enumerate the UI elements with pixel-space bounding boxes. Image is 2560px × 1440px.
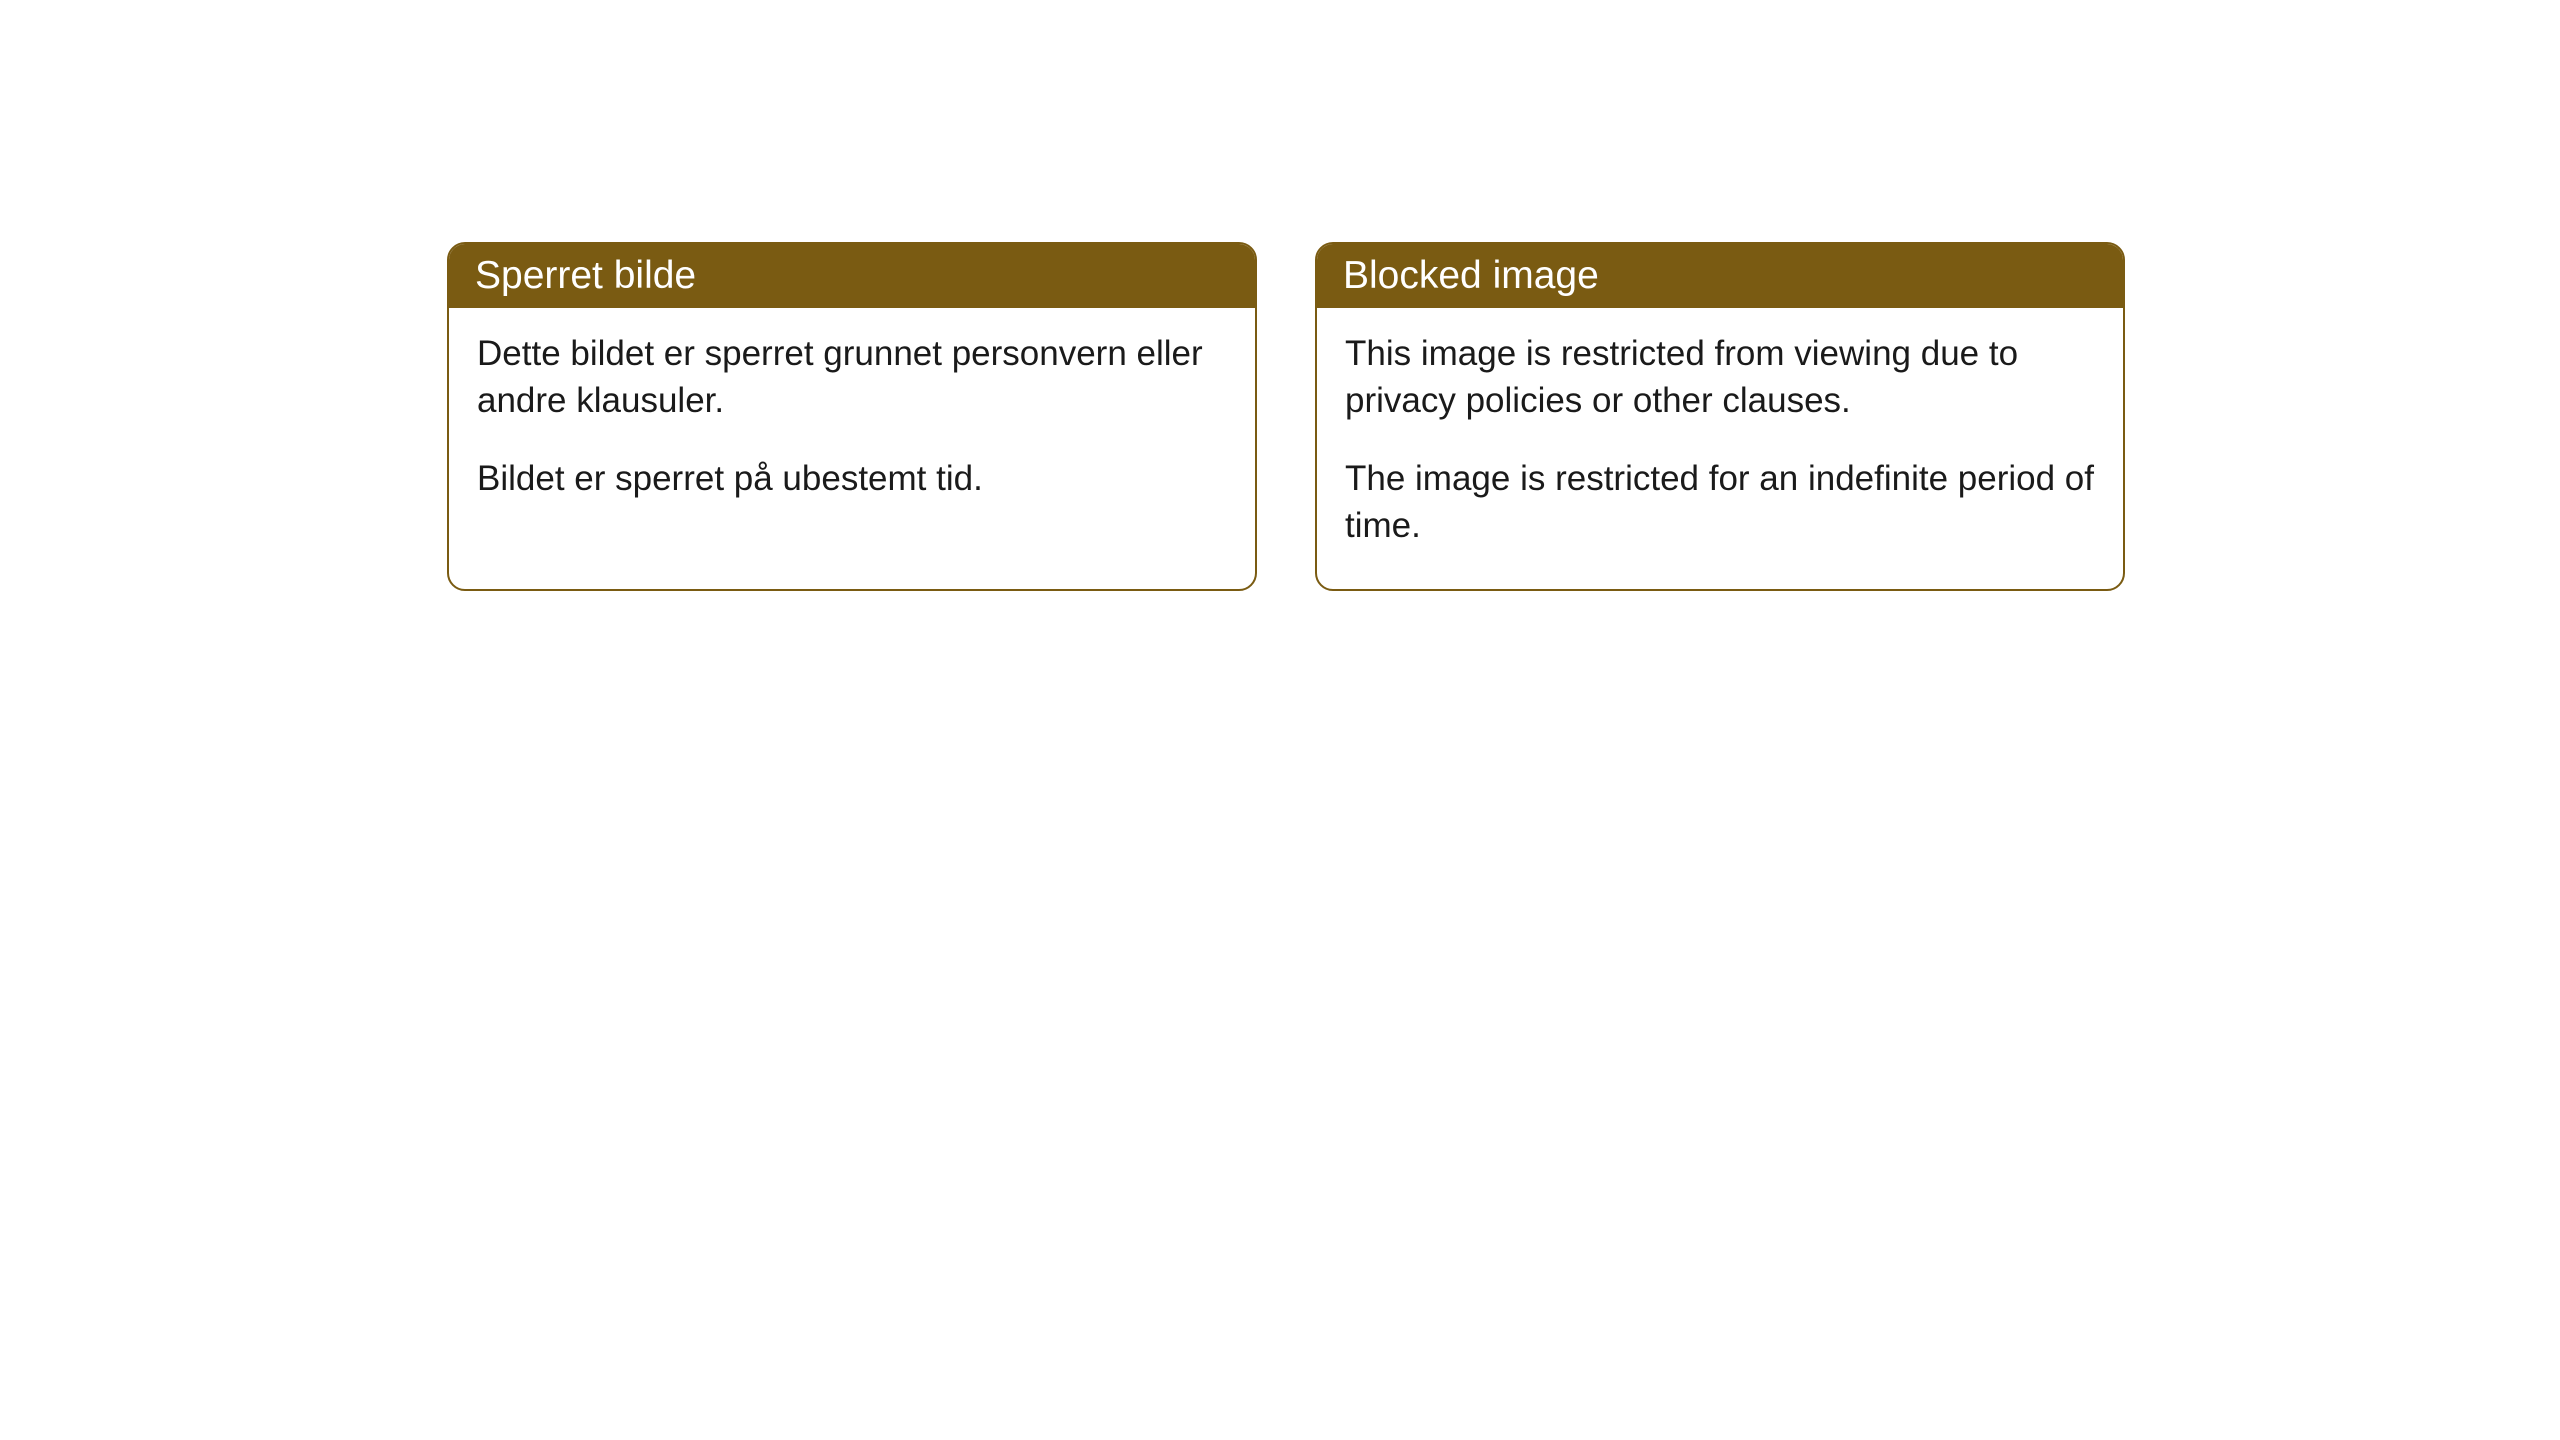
card-title-norwegian: Sperret bilde	[475, 254, 696, 297]
card-paragraph-2-english: The image is restricted for an indefinit…	[1345, 455, 2095, 550]
card-body-norwegian: Dette bildet er sperret grunnet personve…	[449, 308, 1255, 542]
card-paragraph-1-norwegian: Dette bildet er sperret grunnet personve…	[477, 330, 1227, 425]
card-body-english: This image is restricted from viewing du…	[1317, 308, 2123, 589]
card-header-english: Blocked image	[1317, 244, 2123, 308]
card-header-norwegian: Sperret bilde	[449, 244, 1255, 308]
blocked-image-card-english: Blocked image This image is restricted f…	[1315, 242, 2125, 591]
card-title-english: Blocked image	[1343, 254, 1599, 297]
blocked-image-card-norwegian: Sperret bilde Dette bildet er sperret gr…	[447, 242, 1257, 591]
card-paragraph-2-norwegian: Bildet er sperret på ubestemt tid.	[477, 455, 1227, 502]
card-paragraph-1-english: This image is restricted from viewing du…	[1345, 330, 2095, 425]
notice-cards-container: Sperret bilde Dette bildet er sperret gr…	[447, 242, 2125, 591]
